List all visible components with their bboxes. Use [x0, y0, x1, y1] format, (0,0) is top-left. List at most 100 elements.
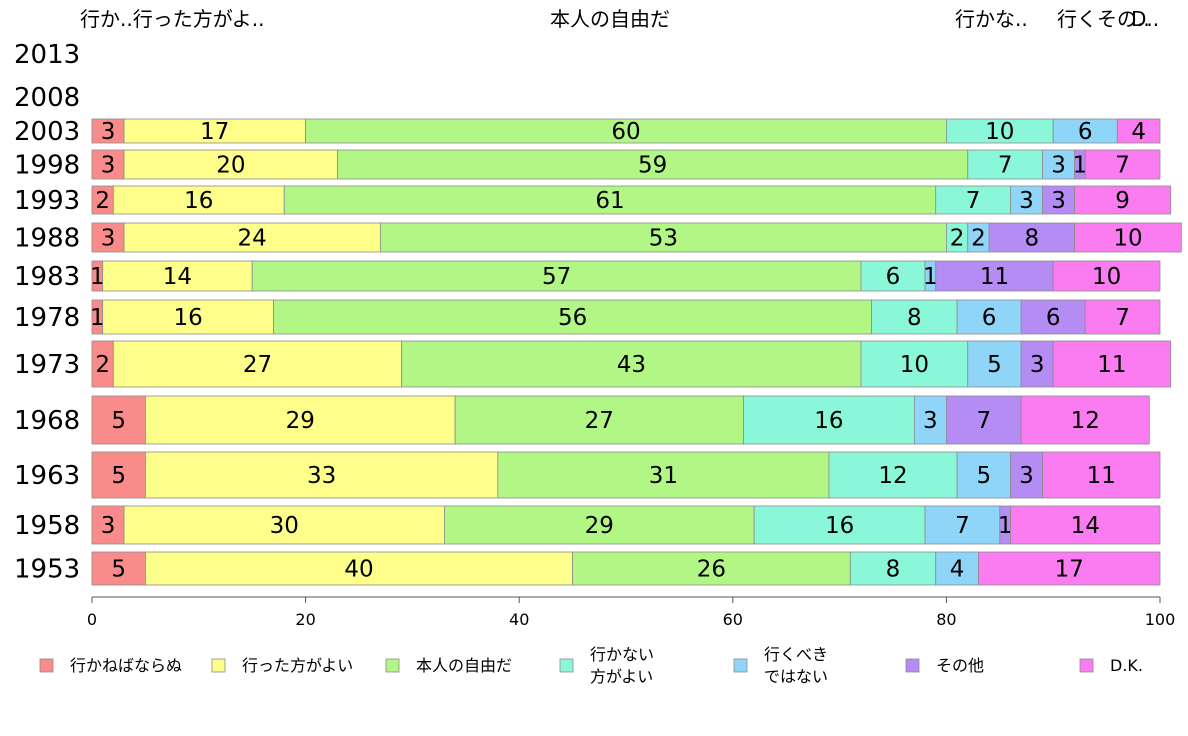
- bar-segment: [273, 299, 873, 335]
- data-label: 12: [1071, 408, 1100, 434]
- data-label: 26: [697, 557, 726, 583]
- data-label: 29: [286, 408, 315, 434]
- legend-label: D.K.: [1110, 656, 1143, 675]
- bar-segment: [913, 395, 947, 445]
- top-label: 本人の自由だ: [550, 7, 670, 31]
- x-tick-label: 20: [295, 610, 315, 629]
- x-tick-label: 100: [1145, 610, 1176, 629]
- bar-segment: [123, 149, 339, 180]
- data-label: 11: [980, 264, 1009, 290]
- data-label: 2: [971, 226, 986, 252]
- bar-segment: [102, 260, 253, 292]
- y-tick-label: 2008: [14, 83, 80, 113]
- data-label: 7: [1115, 153, 1130, 179]
- bar-segment: [1116, 118, 1161, 144]
- y-tick-label: 1953: [14, 555, 80, 585]
- data-label: 27: [243, 352, 272, 378]
- bar-segment: [988, 222, 1075, 253]
- x-tick-label: 0: [87, 610, 97, 629]
- y-tick-label: 1993: [14, 186, 80, 216]
- data-label: 10: [1113, 226, 1142, 252]
- data-label: 10: [900, 352, 929, 378]
- data-label: 31: [649, 463, 678, 489]
- data-label: 11: [1087, 463, 1116, 489]
- x-tick-label: 40: [509, 610, 529, 629]
- data-label: 4: [1131, 119, 1146, 145]
- bar-segment: [305, 118, 947, 144]
- top-label: D..: [1131, 7, 1159, 31]
- bar-segment: [379, 222, 947, 253]
- bar-segment: [1020, 340, 1054, 388]
- data-label: 5: [976, 463, 991, 489]
- legend-swatch: [733, 658, 748, 673]
- bar-segment: [935, 260, 1054, 292]
- bar-segment: [1020, 299, 1086, 335]
- bar-segment: [337, 149, 969, 180]
- bar-segment: [444, 505, 755, 545]
- bar-segment: [112, 340, 403, 388]
- bar-segment: [956, 451, 1011, 499]
- data-label: 3: [101, 513, 116, 539]
- data-label: 60: [611, 119, 640, 145]
- data-label: 16: [184, 188, 213, 214]
- data-label: 29: [585, 513, 614, 539]
- data-label: 27: [585, 408, 614, 434]
- bar-segment: [828, 451, 958, 499]
- bar-segment: [753, 505, 926, 545]
- data-label: 16: [825, 513, 854, 539]
- bar-segment: [871, 299, 958, 335]
- bar-segment: [1052, 340, 1172, 388]
- data-label: 2: [95, 188, 110, 214]
- data-label: 43: [617, 352, 646, 378]
- data-label: 3: [1030, 352, 1045, 378]
- legend-swatch: [39, 658, 54, 673]
- bar-segment: [935, 185, 1011, 215]
- data-label: 6: [1078, 119, 1093, 145]
- data-label: 1: [923, 264, 938, 290]
- data-label: 14: [1071, 513, 1100, 539]
- data-label: 8: [907, 305, 922, 331]
- legend-swatch: [905, 658, 920, 673]
- bar-segment: [1074, 185, 1172, 215]
- bar-segment: [1010, 505, 1161, 545]
- bar-segment: [1084, 299, 1161, 335]
- data-label: 8: [886, 557, 901, 583]
- data-label: 3: [101, 119, 116, 145]
- bar-segment: [497, 451, 830, 499]
- data-label: 30: [270, 513, 299, 539]
- data-label: 10: [1092, 264, 1121, 290]
- data-label: 6: [886, 264, 901, 290]
- bar-segment: [743, 395, 915, 445]
- x-tick-label: 60: [723, 610, 743, 629]
- bar-segment: [91, 451, 146, 499]
- bar-segment: [935, 551, 979, 586]
- data-label: 1: [1073, 153, 1088, 179]
- data-label: 6: [1046, 305, 1061, 331]
- x-tick-label: 80: [936, 610, 956, 629]
- bar-segment: [1010, 451, 1043, 499]
- data-label: 24: [238, 226, 267, 252]
- data-label: 3: [101, 226, 116, 252]
- y-tick-label: 1998: [14, 151, 80, 181]
- data-label: 56: [558, 305, 587, 331]
- data-label: 1: [998, 513, 1013, 539]
- bar-segment: [1042, 149, 1075, 180]
- bar-segment: [946, 118, 1054, 144]
- data-label: 40: [344, 557, 373, 583]
- bar-segment: [967, 340, 1022, 388]
- data-label: 5: [987, 352, 1002, 378]
- top-label: 行か..行った方がよ..: [80, 7, 264, 31]
- data-label: 61: [595, 188, 624, 214]
- bar-segment: [1020, 395, 1150, 445]
- bar-segment: [144, 451, 499, 499]
- bar-segment: [860, 340, 969, 388]
- legend-label: 行くべき: [764, 645, 828, 664]
- data-label: 33: [307, 463, 336, 489]
- legend-label: 行かねばならぬ: [70, 656, 182, 675]
- y-tick-label: 1963: [14, 461, 80, 491]
- legend-label: その他: [936, 656, 984, 675]
- y-tick-label: 2013: [14, 40, 80, 70]
- data-label: 16: [173, 305, 202, 331]
- bar-segment: [1042, 451, 1161, 499]
